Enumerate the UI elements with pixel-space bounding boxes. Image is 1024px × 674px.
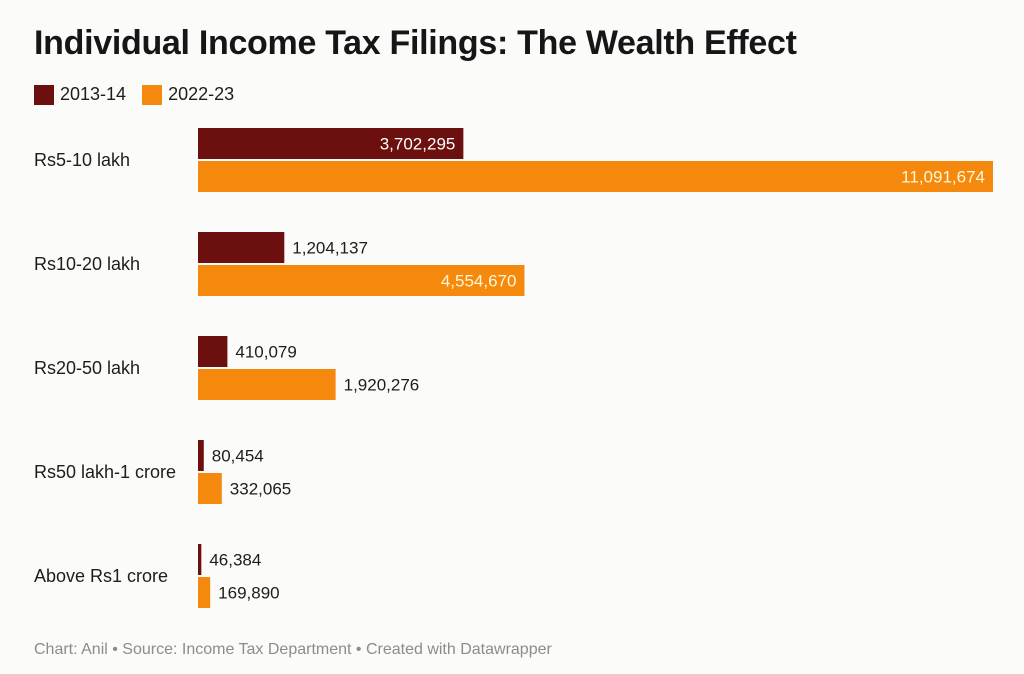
value-label: 1,204,137 (292, 239, 368, 258)
value-label: 46,384 (209, 551, 261, 570)
legend-label-2013-14: 2013-14 (60, 84, 127, 104)
value-label: 4,554,670 (441, 272, 517, 291)
value-label: 80,454 (212, 447, 264, 466)
bar-2022-23 (198, 369, 336, 400)
category-label: Rs20-50 lakh (34, 358, 140, 378)
value-label: 11,091,674 (901, 168, 985, 187)
value-label: 3,702,295 (380, 135, 456, 154)
bar-2013-14 (198, 544, 202, 575)
chart-legend: 2013-14 2022-23 (34, 84, 250, 105)
category-label: Rs10-20 lakh (34, 254, 140, 274)
bar-2022-23 (198, 577, 211, 608)
legend-swatch-2022-23 (142, 84, 163, 105)
legend-label-2022-23: 2022-23 (168, 84, 235, 104)
bar-2022-23 (198, 265, 525, 296)
chart-footer: Chart: Anil • Source: Income Tax Departm… (34, 641, 552, 658)
bar-2013-14 (198, 336, 228, 367)
legend-item-2013-14: 2013-14 (34, 84, 126, 105)
legend-swatch-2013-14 (34, 84, 54, 105)
category-label: Rs5-10 lakh (34, 150, 130, 170)
value-label: 169,890 (218, 584, 279, 603)
value-label: 332,065 (230, 480, 291, 499)
bar-2013-14 (198, 440, 204, 471)
chart-title: Individual Income Tax Filings: The Wealt… (34, 24, 797, 62)
bar-2022-23 (198, 161, 993, 192)
value-label: 1,920,276 (344, 376, 420, 395)
bar-2013-14 (198, 232, 285, 263)
category-label: Above Rs1 crore (34, 566, 168, 586)
category-label: Rs50 lakh-1 crore (34, 462, 176, 482)
bar-2013-14 (198, 128, 464, 159)
value-label: 410,079 (235, 343, 296, 362)
bar-2022-23 (198, 473, 222, 504)
legend-item-2022-23: 2022-23 (142, 84, 234, 105)
